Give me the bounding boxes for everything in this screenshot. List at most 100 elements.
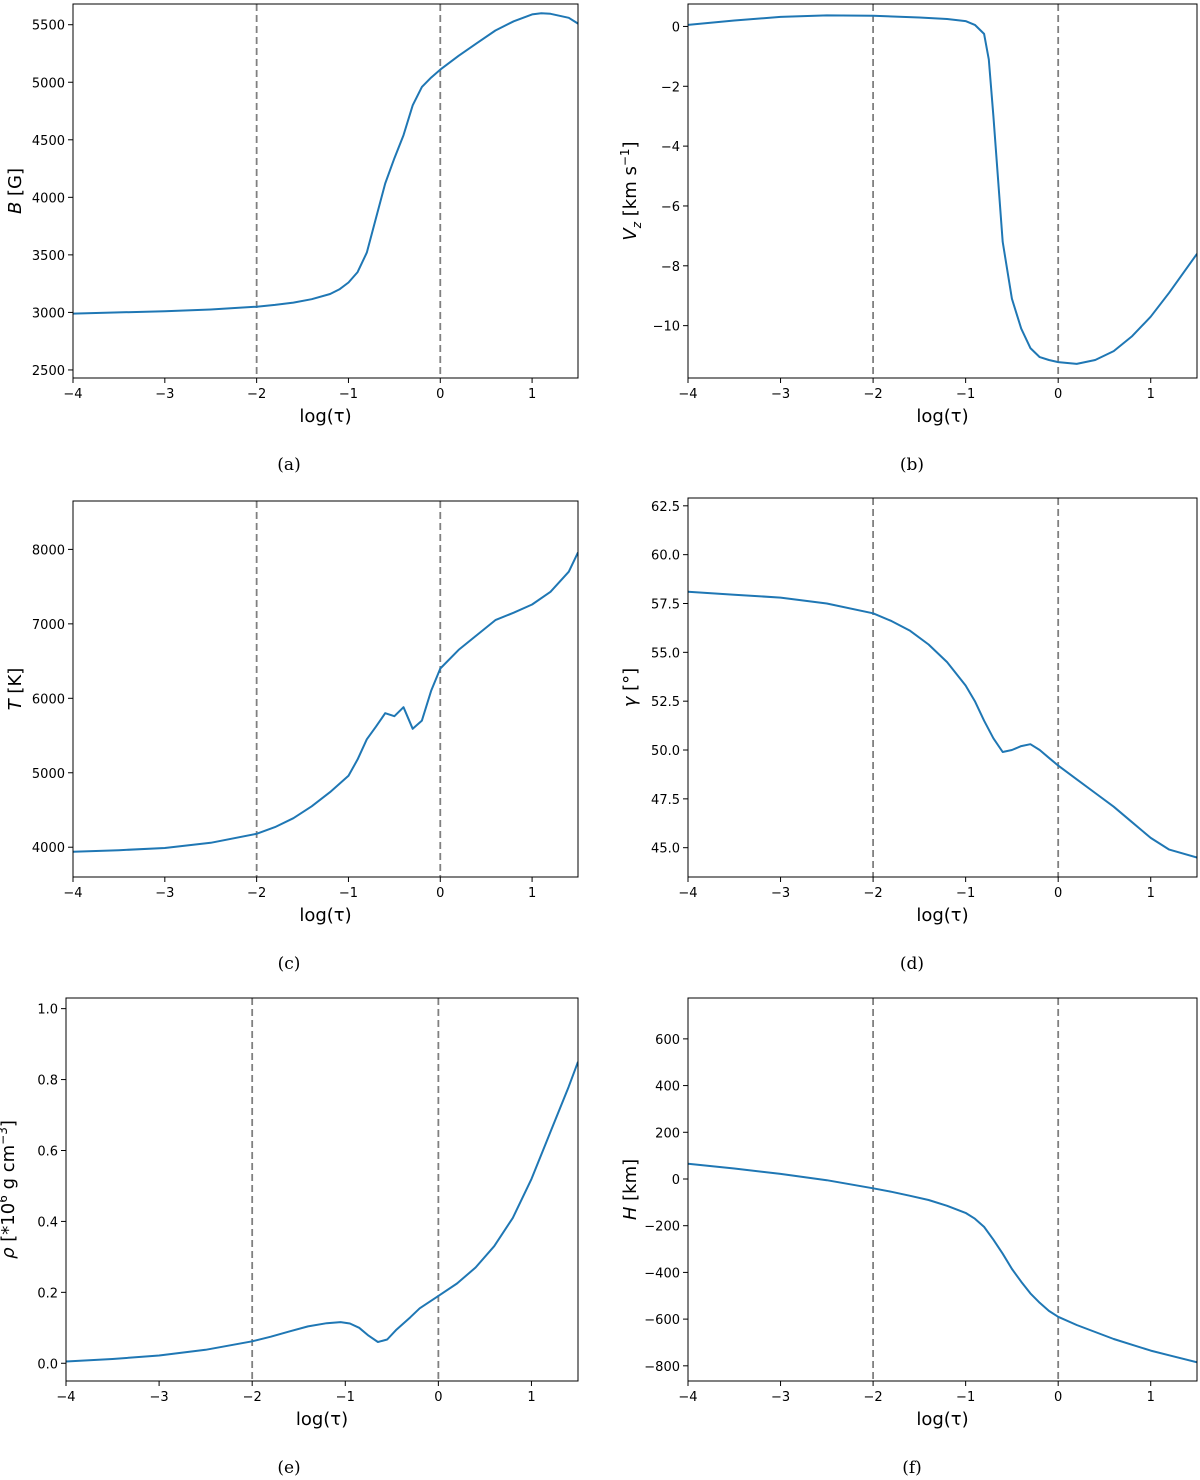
x-tick-label: −3 (771, 886, 790, 901)
series-line (688, 590, 1197, 859)
axes-frame (72, 3, 579, 379)
x-tick-label: −1 (956, 886, 975, 901)
y-tick-label: 4000 (32, 841, 65, 856)
y-tick-label: −6 (661, 200, 680, 215)
x-tick-label: −2 (247, 886, 266, 901)
x-tick-label: −3 (771, 387, 790, 402)
chart-panel-d: −4 −3 −2 −1 0 1 45.0 47.5 50.0 52.5 55.0 57.5 60.0 62… (620, 497, 1198, 974)
x-tick-label: 0 (434, 1390, 442, 1405)
y-tick-label: 57.5 (651, 597, 680, 612)
x-axis-label: log(τ) (916, 1409, 968, 1430)
y-tick-label: 0 (672, 1173, 680, 1188)
y-tick-label: −8 (661, 260, 680, 275)
y-tick-label: 3500 (32, 249, 65, 264)
y-tick-label: 5500 (32, 19, 65, 34)
y-tick-label: 600 (655, 1033, 680, 1048)
series-line (688, 1162, 1197, 1364)
x-tick-label: −2 (864, 886, 883, 901)
x-tick-label: −4 (56, 1390, 75, 1405)
y-tick-label: 52.5 (651, 695, 680, 710)
y-axis-label: H [km] (620, 1159, 641, 1220)
x-tick-label: −2 (864, 1390, 883, 1405)
y-tick-label: 6000 (32, 692, 65, 707)
y-tick-label: 0.8 (37, 1074, 58, 1089)
panel-caption: (a) (277, 455, 300, 475)
y-tick-label: 50.0 (651, 744, 680, 759)
panel-caption: (e) (277, 1458, 300, 1478)
axes-frame (72, 500, 579, 878)
y-axis-label: B [G] (5, 168, 26, 214)
x-axis-label: log(τ) (299, 406, 351, 427)
x-tick-label: −3 (155, 886, 174, 901)
x-tick-label: −4 (63, 387, 82, 402)
x-tick-label: −4 (63, 886, 82, 901)
panel-caption: (d) (900, 954, 924, 974)
x-tick-label: −4 (678, 886, 697, 901)
x-tick-label: 0 (1054, 886, 1062, 901)
x-tick-label: −1 (956, 387, 975, 402)
x-tick-label: −3 (771, 1390, 790, 1405)
x-tick-label: −1 (339, 387, 358, 402)
x-tick-label: 0 (1054, 387, 1062, 402)
x-tick-label: 1 (528, 886, 536, 901)
chart-panel-f: −4 −3 −2 −1 0 1 −800 −600 −400 −200 0 200 400 600 log(… (620, 997, 1198, 1478)
chart-panel-a: −4 −3 −2 −1 0 1 2500 3000 3500 4000 4500 5000 5500 lo… (5, 3, 579, 475)
y-tick-label: 2500 (32, 364, 65, 379)
x-tick-label: −3 (150, 1390, 169, 1405)
y-tick-label: 45.0 (651, 842, 680, 857)
x-tick-label: −4 (678, 387, 697, 402)
y-tick-label: 4500 (32, 134, 65, 149)
x-tick-label: 1 (528, 387, 536, 402)
y-tick-label: 62.5 (651, 500, 680, 515)
x-tick-label: 0 (436, 886, 444, 901)
y-tick-label: 60.0 (651, 549, 680, 564)
x-axis-label: log(τ) (916, 905, 968, 926)
panel-caption: (f) (902, 1458, 922, 1478)
y-tick-label: 3000 (32, 306, 65, 321)
y-tick-label: −4 (661, 140, 680, 155)
chart-panel-e: −4 −3 −2 −1 0 1 0.0 0.2 0.4 0.6 0.8 1.0 log(τ) ρ [*10… (0, 997, 579, 1478)
axes-frame (65, 997, 579, 1382)
x-tick-label: −1 (956, 1390, 975, 1405)
chart-panel-c: −4 −3 −2 −1 0 1 4000 5000 6000 7000 8000 log(τ) T [K… (5, 500, 579, 974)
y-tick-label: 0.0 (37, 1357, 58, 1372)
y-tick-label: 0.2 (37, 1286, 58, 1301)
y-tick-label: 4000 (32, 191, 65, 206)
x-tick-label: 1 (1147, 387, 1155, 402)
y-tick-label: −800 (644, 1360, 680, 1375)
y-tick-label: 0 (672, 20, 680, 35)
x-tick-label: −2 (243, 1390, 262, 1405)
x-tick-label: −2 (864, 387, 883, 402)
x-tick-label: −2 (247, 387, 266, 402)
y-tick-label: 200 (655, 1126, 680, 1141)
series-line (73, 12, 578, 315)
x-tick-label: 0 (1054, 1390, 1062, 1405)
x-tick-label: −1 (336, 1390, 355, 1405)
y-tick-label: −10 (653, 320, 680, 335)
y-tick-label: −200 (644, 1220, 680, 1235)
x-tick-label: 1 (1147, 1390, 1155, 1405)
y-tick-label: 47.5 (651, 793, 680, 808)
x-tick-label: −4 (678, 1390, 697, 1405)
x-axis-label: log(τ) (916, 406, 968, 427)
x-tick-label: 1 (527, 1390, 535, 1405)
series-line (73, 551, 578, 853)
axes-frame (687, 497, 1198, 878)
x-tick-label: −1 (339, 886, 358, 901)
series-line (66, 1061, 578, 1363)
y-tick-label: −600 (644, 1313, 680, 1328)
y-axis-label: γ [°] (620, 668, 641, 707)
y-tick-label: 1.0 (37, 1003, 58, 1018)
axes-frame (687, 997, 1198, 1382)
y-tick-label: 5000 (32, 767, 65, 782)
x-axis-label: log(τ) (296, 1409, 348, 1430)
y-tick-label: 0.4 (37, 1215, 58, 1230)
y-tick-label: 8000 (32, 543, 65, 558)
series-line (688, 14, 1197, 365)
x-tick-label: −3 (155, 387, 174, 402)
y-tick-label: −400 (644, 1266, 680, 1281)
y-tick-label: −2 (661, 80, 680, 95)
y-tick-label: 7000 (32, 618, 65, 633)
